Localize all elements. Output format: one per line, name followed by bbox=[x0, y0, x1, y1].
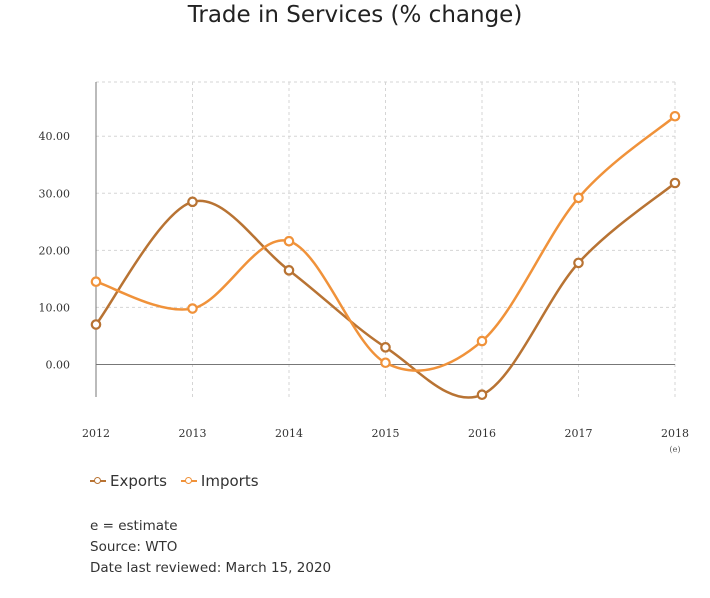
exports-point bbox=[669, 177, 681, 189]
exports-point bbox=[90, 319, 102, 330]
legend: Exports Imports bbox=[90, 472, 259, 490]
imports-point bbox=[669, 110, 681, 122]
legend-item-exports[interactable]: Exports bbox=[90, 472, 167, 490]
source-note: Source: WTO bbox=[90, 539, 178, 555]
exports-point bbox=[187, 196, 198, 208]
imports-point bbox=[380, 357, 391, 369]
legend-item-imports[interactable]: Imports bbox=[180, 472, 259, 490]
imports-point bbox=[90, 276, 102, 288]
exports-point bbox=[476, 389, 488, 401]
x-tick-label: 2018 bbox=[661, 427, 689, 440]
imports-point bbox=[573, 192, 584, 204]
y-tick-label: 30.00 bbox=[39, 187, 71, 200]
exports-swatch-icon bbox=[90, 475, 106, 487]
x-tick-label: 2015 bbox=[372, 427, 400, 440]
x-tick-label: 2013 bbox=[179, 427, 207, 440]
y-tick-label: 10.00 bbox=[39, 301, 71, 314]
chart-title: Trade in Services (% change) bbox=[187, 2, 523, 28]
imports-swatch-icon bbox=[180, 475, 197, 487]
reviewed-note: Date last reviewed: March 15, 2020 bbox=[90, 560, 332, 576]
series-lines bbox=[90, 110, 681, 401]
imports-point bbox=[476, 335, 488, 347]
y-tick-label: 0.00 bbox=[46, 358, 71, 371]
x-tick-label: 2016 bbox=[468, 427, 496, 440]
exports-point bbox=[380, 342, 391, 353]
x-tick-label: 2017 bbox=[565, 427, 593, 440]
legend-label-exports: Exports bbox=[110, 472, 167, 490]
exports-point bbox=[283, 265, 295, 276]
tick-labels: 0.00 10.00 20.00 30.00 40.00 2012 2013 2014 2015… bbox=[39, 130, 690, 454]
imports-point bbox=[283, 235, 295, 247]
x-tick-label: 2014 bbox=[275, 427, 303, 440]
y-tick-label: 40.00 bbox=[39, 130, 71, 143]
y-tick-label: 20.00 bbox=[39, 244, 71, 257]
chart-notes: e = estimate Source: WTO Date last revie… bbox=[90, 516, 331, 579]
x-tick-label: 2012 bbox=[82, 427, 110, 440]
x-tick-note: (e) bbox=[670, 445, 681, 454]
exports-point bbox=[573, 257, 584, 269]
line-chart: 0.00 10.00 20.00 30.00 40.00 2012 2013 2014 2015… bbox=[39, 81, 690, 454]
estimate-note: e = estimate bbox=[90, 518, 178, 534]
imports-point bbox=[187, 303, 198, 314]
legend-label-imports: Imports bbox=[200, 472, 259, 490]
